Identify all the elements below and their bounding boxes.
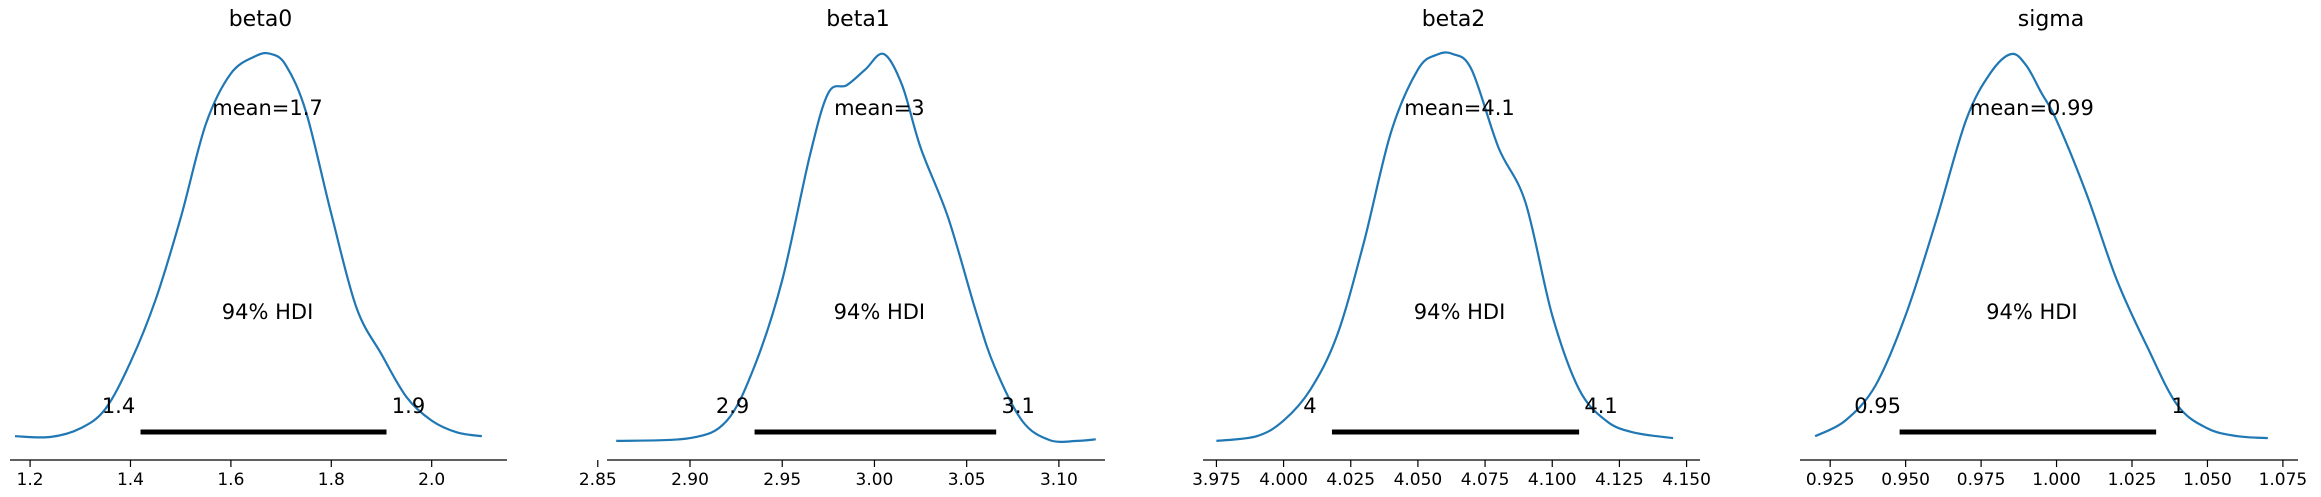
x-tick-label: 3.05: [948, 470, 986, 490]
x-tick-label: 1.075: [2259, 470, 2308, 490]
subplot-title: beta2: [1422, 7, 1486, 32]
x-tick-label: 0.925: [1806, 470, 1855, 490]
x-tick-label: 1.025: [2108, 470, 2157, 490]
x-tick-label: 4.150: [1662, 470, 1711, 490]
x-tick-label: 1.000: [2032, 470, 2081, 490]
x-tick-label: 3.975: [1192, 470, 1241, 490]
hdi-high-label: 1.9: [392, 394, 425, 418]
x-tick-label: 4.100: [1528, 470, 1577, 490]
subplot-beta2: 3.975 4.000 4.025 4.050 4.075 4.100 4.125 4.150…: [1192, 7, 1711, 490]
x-tick-label: 1.8: [318, 470, 345, 490]
kde-curve: [616, 52, 1096, 443]
hdi-label: 94% HDI: [1986, 300, 2078, 324]
hdi-low-label: 2.9: [716, 394, 749, 418]
x-tick-label: 1.6: [217, 470, 244, 490]
mean-label: mean=1.7: [212, 96, 323, 120]
hdi-low-label: 1.4: [102, 394, 135, 418]
kde-curve: [14, 51, 483, 439]
x-tick-label: 1.050: [2183, 470, 2232, 490]
hdi-label: 94% HDI: [1414, 300, 1506, 324]
kde-curve: [1814, 52, 2268, 440]
subplot-title: beta1: [826, 7, 890, 32]
x-tick-label: 4.000: [1259, 470, 1308, 490]
kde-curve: [1216, 51, 1674, 442]
subplot-beta1: 2.85 2.90 2.95 3.00 3.05 3.10 beta1 mean=3 94% H…: [579, 7, 1105, 490]
mean-label: mean=0.99: [1970, 96, 2094, 120]
hdi-low-label: 0.95: [1854, 394, 1901, 418]
x-tick-label: 4.025: [1326, 470, 1375, 490]
hdi-high-label: 3.1: [1001, 394, 1034, 418]
x-tick-label: 2.90: [671, 470, 709, 490]
subplot-title: sigma: [2018, 7, 2084, 32]
subplot-beta0: 1.2 1.4 1.6 1.8 2.0 beta0 mean=1.7 94% HDI 1.4 1.…: [10, 7, 507, 490]
mean-label: mean=3: [834, 96, 925, 120]
x-tick-label: 4.075: [1461, 470, 1510, 490]
subplot-title: beta0: [229, 7, 293, 32]
hdi-label: 94% HDI: [834, 300, 926, 324]
x-tick-label: 3.10: [1040, 470, 1078, 490]
x-tick-label: 2.85: [579, 470, 617, 490]
x-tick-label: 0.975: [1957, 470, 2006, 490]
x-tick-label: 4.050: [1394, 470, 1443, 490]
x-tick-label: 0.950: [1881, 470, 1930, 490]
x-tick-label: 1.2: [17, 470, 44, 490]
x-tick-label: 2.0: [418, 470, 445, 490]
x-tick-label: 1.4: [117, 470, 144, 490]
hdi-high-label: 1: [2171, 394, 2184, 418]
mean-label: mean=4.1: [1404, 96, 1515, 120]
x-tick-label: 2.95: [763, 470, 801, 490]
subplot-sigma: 0.925 0.950 0.975 1.000 1.025 1.050 1.075 sigma…: [1800, 7, 2307, 490]
hdi-label: 94% HDI: [222, 300, 314, 324]
x-tick-label: 3.00: [856, 470, 894, 490]
x-tick-label: 4.125: [1595, 470, 1644, 490]
hdi-high-label: 4.1: [1584, 394, 1617, 418]
hdi-low-label: 4: [1303, 394, 1316, 418]
